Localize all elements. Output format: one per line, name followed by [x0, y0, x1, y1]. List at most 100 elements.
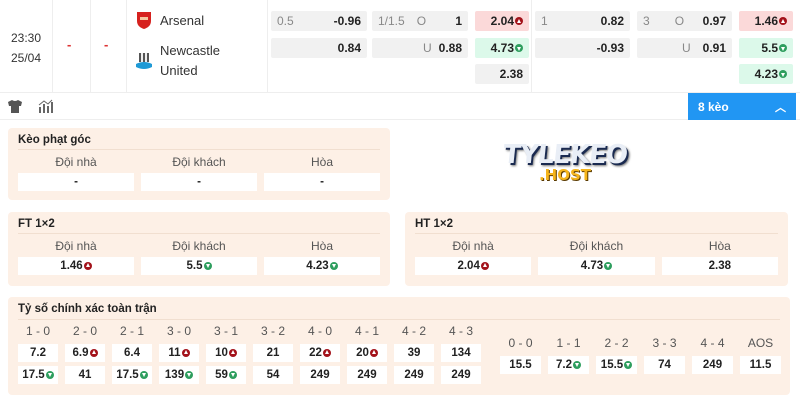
more-odds-label: 8 kèo [698, 99, 729, 114]
kickoff-date: 25/04 [10, 51, 42, 65]
score-odds-home[interactable]: 22 [300, 344, 340, 362]
odds-down-icon [573, 360, 581, 369]
newcastle-crest-icon [136, 53, 152, 69]
score-odds-away[interactable]: 17.5 [18, 366, 58, 384]
score-odds-away[interactable]: 59 [206, 366, 246, 384]
ft-home-odds[interactable]: 1.46 [18, 257, 134, 275]
away-team[interactable]: Newcastle United [136, 41, 220, 81]
score-label: 2 - 0 [72, 324, 97, 338]
home-team[interactable]: Arsenal [136, 11, 204, 30]
score-label: 1 - 0 [25, 324, 50, 338]
corner-draw-odds[interactable]: - [264, 173, 380, 191]
h1-hdp-home[interactable]: 1 0.82 [535, 11, 630, 31]
score-odds-away[interactable]: 249 [347, 366, 387, 384]
score-odds-home[interactable]: 39 [394, 344, 434, 362]
score-odds-away[interactable]: 249 [300, 366, 340, 384]
score-label: 2 - 2 [604, 336, 629, 350]
ht-home-odds[interactable]: 2.04 [415, 257, 532, 275]
ft-1x2-home[interactable]: 2.04 [475, 11, 529, 31]
col-home-label: Đội nhà [55, 239, 97, 253]
score-odds-home[interactable]: 20 [347, 344, 387, 362]
score-odds-away[interactable]: 249 [394, 366, 434, 384]
away-score: - [104, 37, 109, 52]
score-odds-home[interactable]: 7.2 [18, 344, 58, 362]
score-odds-away[interactable]: 139 [159, 366, 199, 384]
away-team-name-line1: Newcastle [160, 43, 220, 58]
odds-up-icon [779, 17, 787, 25]
score-grid-draws: 0 - 0 1 - 1 2 - 2 3 - 3 4 - 4 AOS 15.5 7.2 15.5 7… [500, 334, 781, 374]
ft-1x2-panel: FT 1×2 Đội nhà Đội khách Hòa 1.46 5.5 4.… [8, 212, 390, 286]
odds-down-icon [515, 44, 523, 52]
score-odds-draw[interactable]: 15.5 [596, 356, 637, 374]
h1-ou-under[interactable]: U 0.91 [637, 38, 732, 58]
score-odds-draw[interactable]: 11.5 [740, 356, 781, 374]
odds-down-icon [203, 261, 212, 270]
kickoff-time: 23:30 [10, 31, 42, 45]
score-odds-home[interactable]: 10 [206, 344, 246, 362]
score-odds-away[interactable]: 17.5 [112, 366, 152, 384]
score-label: 4 - 2 [401, 324, 426, 338]
score-odds-away[interactable]: 249 [441, 366, 481, 384]
chevron-up-icon: ︿ [775, 101, 786, 114]
odds-down-icon [45, 370, 54, 379]
divider [90, 0, 91, 92]
h1-ou-over[interactable]: 3 O 0.97 [637, 11, 732, 31]
score-label: 4 - 4 [700, 336, 725, 350]
arsenal-crest-icon [137, 12, 151, 29]
score-odds-home[interactable]: 11 [159, 344, 199, 362]
panel-title: Tỷ số chính xác toàn trận [18, 303, 157, 315]
score-odds-home[interactable]: 134 [441, 344, 481, 362]
ft-1x2-draw[interactable]: 2.38 [475, 64, 529, 84]
match-toolbar [0, 92, 800, 120]
score-odds-home[interactable]: 21 [253, 344, 293, 362]
score-odds-draw[interactable]: 74 [644, 356, 685, 374]
match-time: 23:30 25/04 [0, 28, 52, 68]
odds-up-icon [83, 261, 92, 270]
score-odds-home[interactable]: 6.4 [112, 344, 152, 362]
h1-1x2-away[interactable]: 5.5 [739, 38, 793, 58]
col-draw-label: Hòa [310, 239, 333, 253]
ft-ou-over[interactable]: 1/1.5 O 1 [372, 11, 468, 31]
corner-away-odds[interactable]: - [141, 173, 257, 191]
hdp-line: 0.5 [277, 14, 294, 28]
score-odds-home[interactable]: 6.9 [65, 344, 105, 362]
ft-away-odds[interactable]: 5.5 [141, 257, 257, 275]
score-odds-draw[interactable]: 249 [692, 356, 733, 374]
more-odds-button[interactable]: 8 kèo ︿ [688, 93, 796, 120]
ht-away-odds[interactable]: 4.73 [538, 257, 655, 275]
score-label: 1 - 1 [556, 336, 581, 350]
home-score: - [67, 37, 72, 52]
ht-1x2-panel: HT 1×2 Đội nhà Đội khách Hòa 2.04 4.73 2… [405, 212, 788, 286]
col-away-label: Đội khách [172, 155, 226, 169]
ft-hdp-home[interactable]: 0.5 -0.96 [271, 11, 367, 31]
score-label: AOS [747, 336, 774, 350]
corner-panel: Kèo phạt góc Đội nhà Đội khách Hòa - - - [8, 128, 390, 200]
jersey-icon[interactable] [8, 99, 22, 113]
score-label: 4 - 0 [307, 324, 332, 338]
score-odds-draw[interactable]: 7.2 [548, 356, 589, 374]
col-away-label: Đội khách [172, 239, 226, 253]
correct-score-panel: Tỷ số chính xác toàn trận 1 - 0 2 - 0 2 - … [8, 297, 790, 395]
h1-1x2-draw[interactable]: 4.23 [739, 64, 793, 84]
score-odds-away[interactable]: 41 [65, 366, 105, 384]
odds-up-icon [369, 348, 378, 357]
odds-up-icon [89, 348, 98, 357]
h1-1x2-home[interactable]: 1.46 [739, 11, 793, 31]
ht-draw-odds[interactable]: 2.38 [661, 257, 778, 275]
score-label: 0 - 0 [508, 336, 533, 350]
score-label: 3 - 2 [260, 324, 285, 338]
score-odds-away[interactable]: 54 [253, 366, 293, 384]
score-odds-draw[interactable]: 15.5 [500, 356, 541, 374]
ft-ou-under[interactable]: U 0.88 [372, 38, 468, 58]
corner-home-odds[interactable]: - [18, 173, 134, 191]
divider [267, 0, 268, 92]
panel-title: FT 1×2 [18, 218, 380, 234]
ft-1x2-away[interactable]: 4.73 [475, 38, 529, 58]
h1-hdp-away[interactable]: -0.93 [535, 38, 630, 58]
tylekeo-logo: TYLEKEO .HOST [501, 140, 629, 184]
ft-draw-odds[interactable]: 4.23 [264, 257, 380, 275]
stats-chart-icon[interactable] [38, 99, 53, 113]
score-label: 2 - 1 [119, 324, 144, 338]
odds-down-icon [139, 370, 148, 379]
ft-hdp-away[interactable]: 0.84 [271, 38, 367, 58]
